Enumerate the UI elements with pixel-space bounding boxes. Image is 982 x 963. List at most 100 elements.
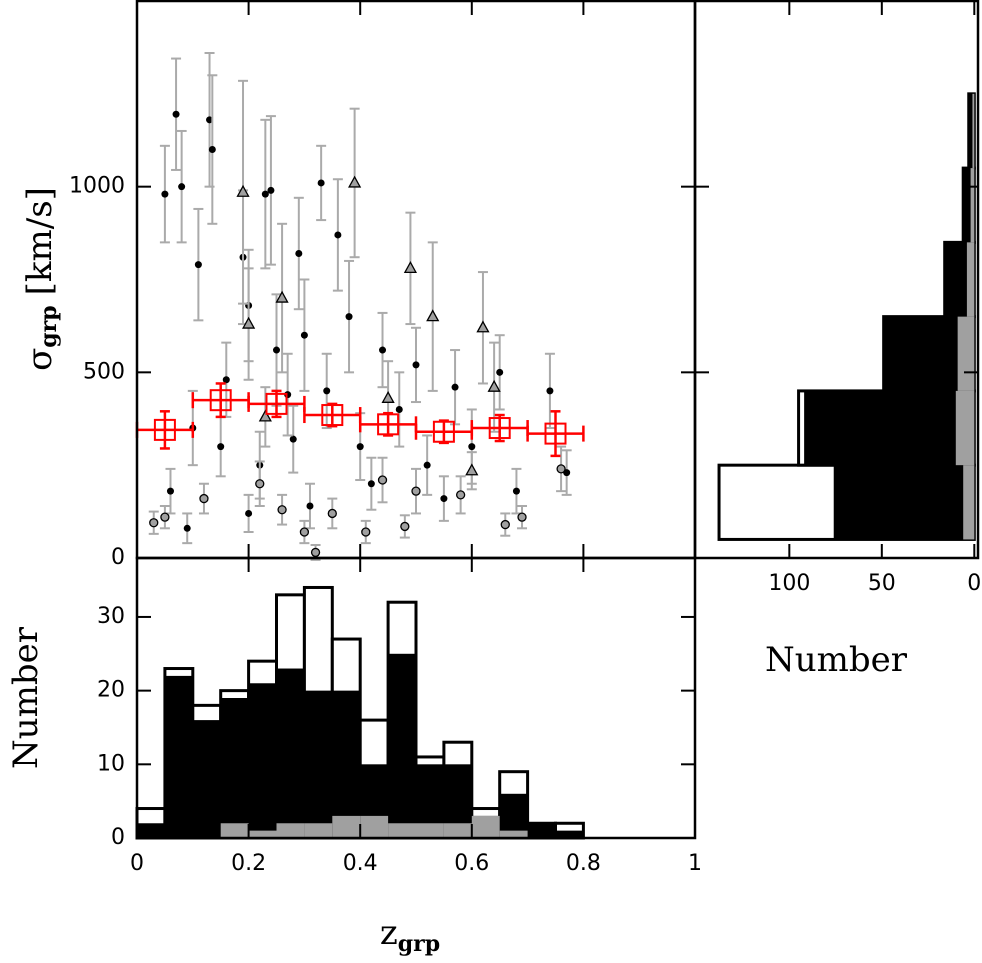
point [209, 389, 232, 412]
point [217, 443, 225, 451]
bar [388, 823, 416, 838]
bar [332, 690, 361, 838]
point [512, 487, 520, 495]
point [310, 547, 321, 558]
point [544, 422, 567, 445]
point [488, 417, 511, 440]
x-axis-label: Number [765, 640, 908, 680]
bar [304, 690, 333, 838]
x-tick-label: 0.8 [566, 851, 601, 876]
bar [970, 168, 975, 243]
point [277, 505, 287, 515]
x-tick-label: 1 [688, 851, 702, 876]
point [323, 387, 331, 395]
bar [966, 242, 975, 317]
bar [972, 93, 975, 169]
x-tick-label: 50 [868, 571, 896, 596]
x-tick-label: 0.6 [454, 851, 489, 876]
point [261, 190, 269, 198]
point [183, 524, 191, 532]
y-tick-label: 10 [97, 751, 125, 776]
y-tick-label: 1000 [69, 174, 125, 199]
point [161, 190, 169, 198]
point [496, 368, 504, 376]
point [334, 231, 342, 239]
bar [963, 465, 975, 540]
point [348, 175, 362, 188]
bar [499, 830, 528, 838]
point [377, 475, 388, 485]
point [236, 184, 250, 197]
y-label-main: σ [20, 348, 60, 371]
x-tick-label: 0.2 [231, 851, 266, 876]
bar [957, 316, 975, 391]
point [403, 261, 418, 274]
point [468, 443, 476, 451]
point [206, 116, 214, 124]
bar [276, 823, 305, 838]
point [379, 346, 387, 354]
x-label-sub: grp [398, 931, 440, 957]
point [289, 435, 297, 443]
point [258, 409, 272, 422]
point [160, 512, 170, 522]
point [517, 512, 527, 522]
point [411, 486, 421, 496]
bar [955, 390, 975, 466]
point [149, 518, 159, 528]
bar [833, 465, 975, 540]
point [242, 316, 256, 329]
bar [555, 830, 584, 838]
point [412, 361, 420, 369]
bar [804, 390, 975, 466]
bar [137, 823, 165, 838]
bar [416, 823, 444, 838]
point [222, 376, 230, 384]
point [208, 146, 216, 154]
point [465, 463, 479, 476]
point [295, 250, 303, 258]
point [199, 493, 209, 504]
y-label-unit: [km/s] [20, 187, 60, 295]
point [556, 464, 566, 474]
x-tick-label: 100 [768, 571, 810, 596]
point [267, 186, 275, 194]
bar [963, 168, 975, 243]
point [432, 420, 455, 443]
point [377, 413, 400, 436]
point [194, 261, 202, 269]
bar [192, 720, 221, 838]
point [476, 320, 490, 333]
point [395, 405, 403, 413]
y-tick-label: 30 [97, 604, 125, 629]
point [426, 309, 440, 322]
y-tick-label: 0 [111, 545, 125, 570]
point [356, 443, 364, 451]
y-tick-label: 500 [83, 359, 125, 384]
bar [220, 698, 249, 838]
y-tick-label: 20 [97, 678, 125, 703]
point [400, 521, 410, 532]
point [306, 502, 314, 510]
point [367, 480, 375, 488]
point [451, 383, 459, 391]
x-axis-label: zgrp [380, 913, 440, 957]
y-tick-label: 0 [111, 825, 125, 850]
bar [304, 823, 333, 838]
point [487, 379, 501, 392]
point [300, 331, 308, 339]
point [299, 527, 310, 537]
point [440, 495, 448, 503]
point [275, 290, 289, 303]
y-axis-label: Number [6, 626, 46, 769]
point [317, 179, 325, 187]
bar [332, 815, 361, 838]
point [500, 519, 510, 530]
point [423, 461, 431, 469]
bar [248, 683, 277, 838]
x-tick-label: 0.4 [343, 851, 378, 876]
bar [276, 668, 305, 838]
point [166, 487, 174, 495]
bar [527, 823, 556, 838]
